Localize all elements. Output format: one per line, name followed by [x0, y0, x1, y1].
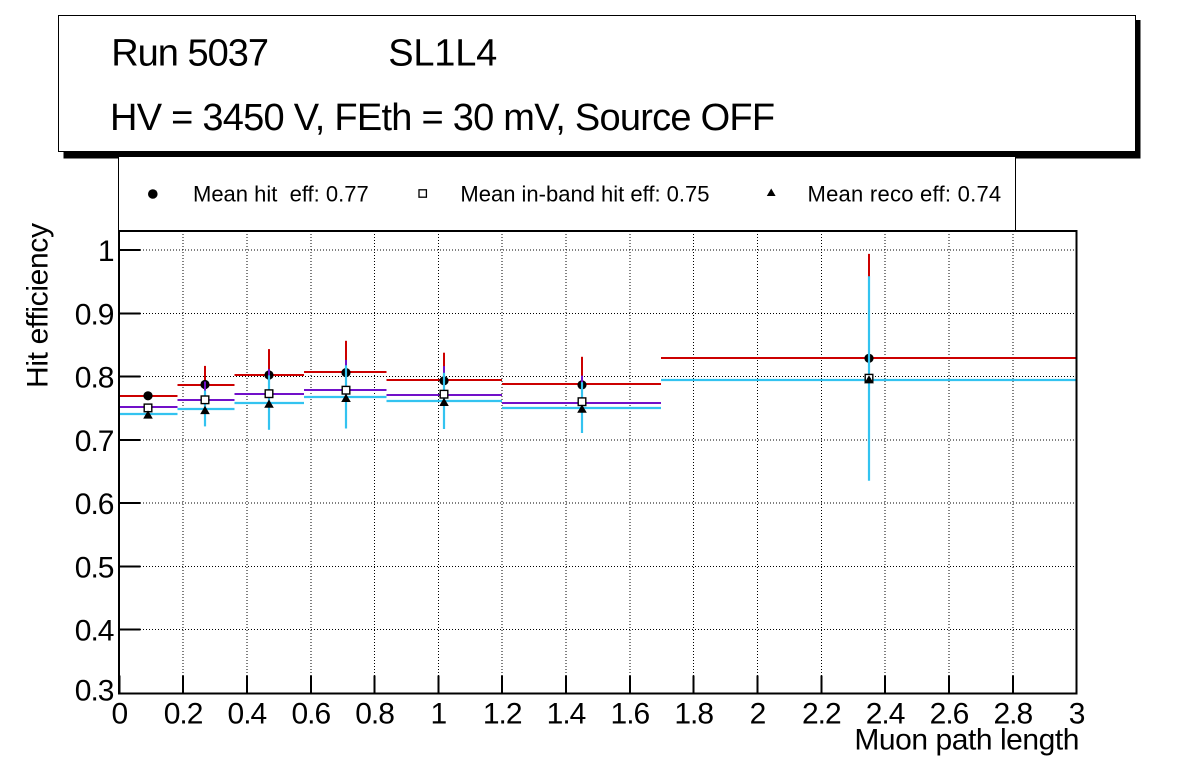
svg-text:1.6: 1.6 [611, 697, 650, 730]
svg-text:Hit efficiency: Hit efficiency [22, 223, 55, 388]
svg-text:Mean reco eff: 0.74: Mean reco eff: 0.74 [808, 182, 1002, 207]
svg-text:1: 1 [431, 697, 447, 730]
svg-text:2: 2 [750, 697, 766, 730]
svg-text:Mean hit eff: 0.77: Mean hit eff: 0.77 [193, 182, 369, 207]
svg-text:1: 1 [98, 235, 114, 268]
svg-text:2.4: 2.4 [866, 697, 905, 730]
svg-text:2.2: 2.2 [802, 697, 841, 730]
svg-text:2.6: 2.6 [930, 697, 969, 730]
svg-text:0.3: 0.3 [75, 674, 114, 707]
svg-text:2.8: 2.8 [993, 697, 1032, 730]
svg-text:1.4: 1.4 [547, 697, 586, 730]
svg-text:0.4: 0.4 [75, 615, 114, 648]
svg-text:SL1L4: SL1L4 [388, 33, 497, 75]
svg-text:Muon path length: Muon path length [854, 724, 1079, 757]
svg-text:0.2: 0.2 [164, 697, 203, 730]
svg-text:0.6: 0.6 [291, 697, 330, 730]
svg-text:Mean in-band hit eff: 0.75: Mean in-band hit eff: 0.75 [460, 182, 709, 207]
svg-text:0.9: 0.9 [75, 298, 114, 331]
svg-text:0.8: 0.8 [75, 362, 114, 395]
svg-text:3: 3 [1069, 697, 1085, 730]
svg-text:1.8: 1.8 [674, 697, 713, 730]
svg-text:HV = 3450 V, FEth = 30 mV, Sou: HV = 3450 V, FEth = 30 mV, Source OFF [110, 97, 774, 139]
svg-text:Run 5037: Run 5037 [111, 33, 268, 75]
svg-text:0.8: 0.8 [355, 697, 394, 730]
svg-text:0: 0 [111, 697, 127, 730]
svg-text:0.5: 0.5 [75, 551, 114, 584]
svg-text:0.7: 0.7 [75, 425, 114, 458]
svg-text:1.2: 1.2 [483, 697, 522, 730]
svg-text:0.6: 0.6 [75, 488, 114, 521]
svg-text:0.4: 0.4 [228, 697, 267, 730]
